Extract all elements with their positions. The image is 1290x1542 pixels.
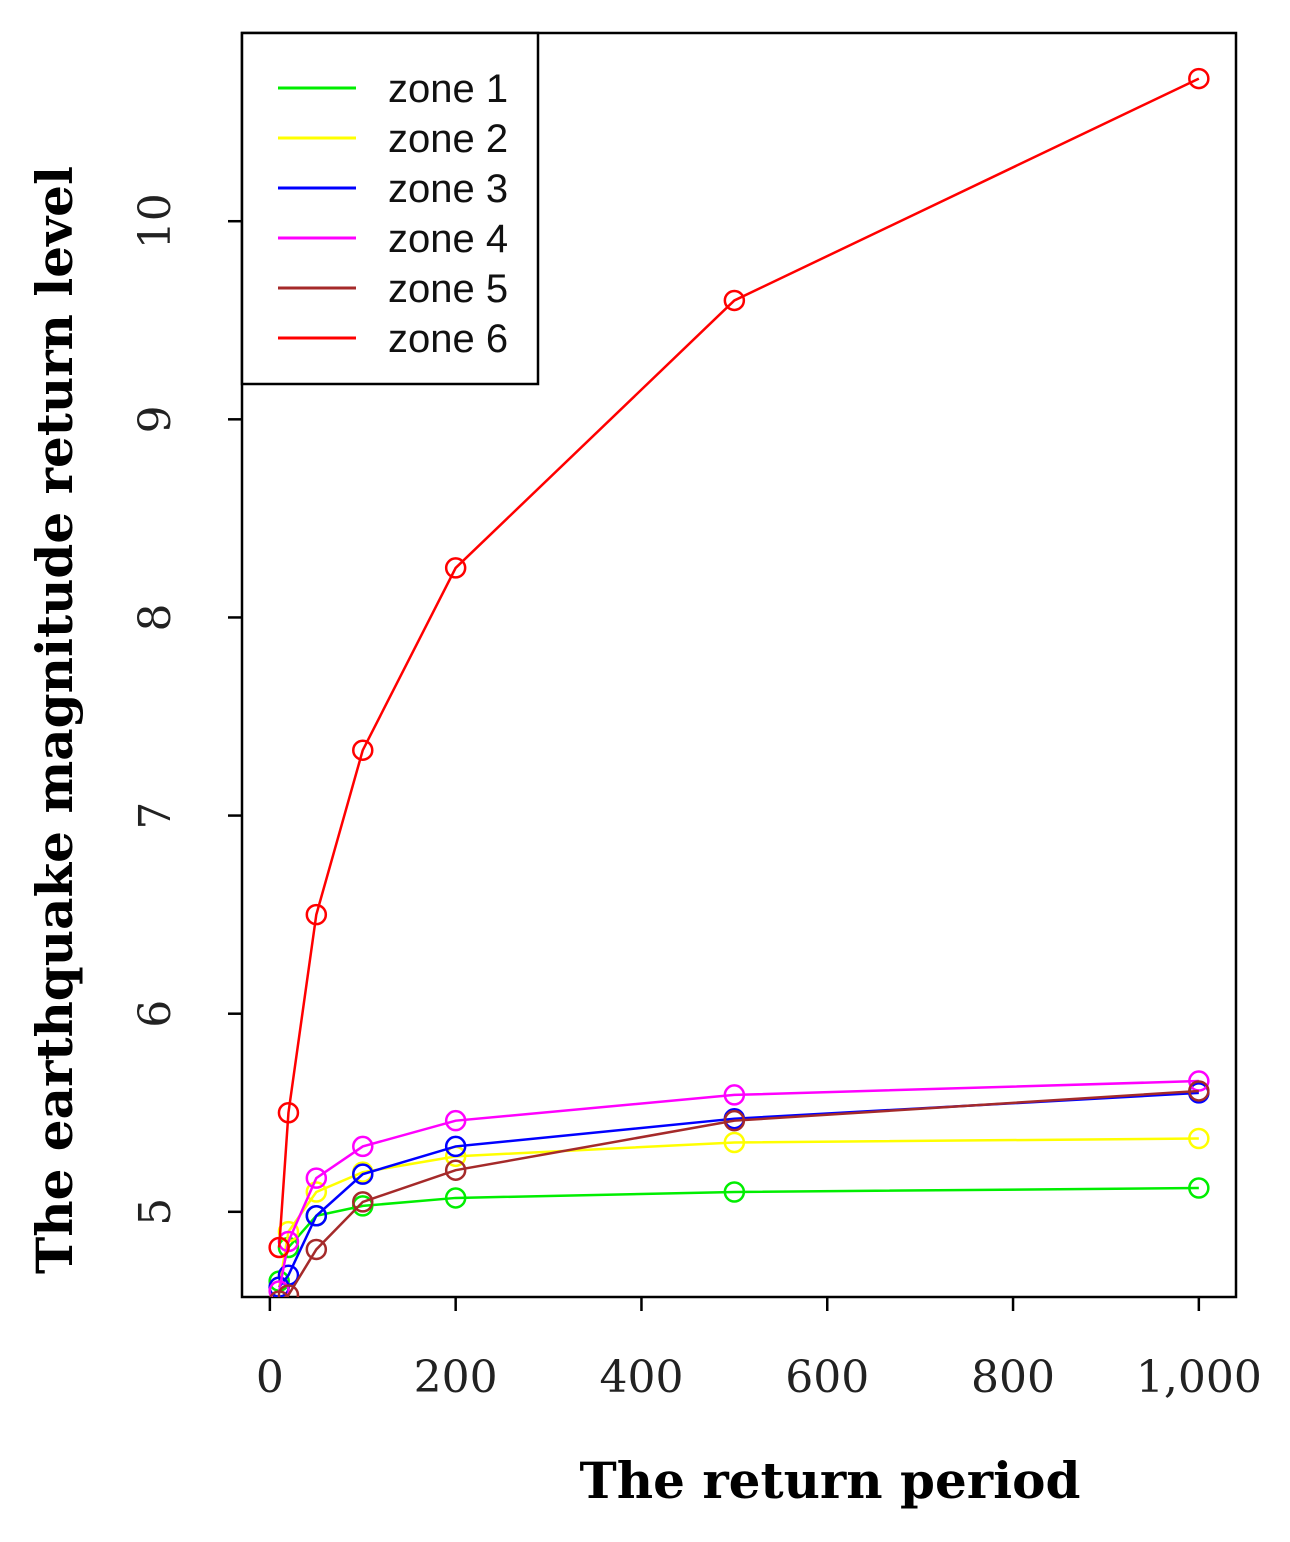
- series-2: [268, 1127, 1210, 1297]
- data-point: [444, 1109, 467, 1132]
- data-point: [444, 1135, 467, 1158]
- data-point: [305, 1167, 328, 1189]
- x-tick-label: 400: [599, 1352, 683, 1403]
- y-axis: 5 6 7 8 9 10: [130, 193, 242, 1226]
- legend-label: zone 2: [388, 117, 508, 161]
- legend-box: [240, 31, 540, 386]
- data-point: [1188, 1080, 1210, 1102]
- data-point: [277, 1284, 300, 1297]
- legend-label: zone 4: [388, 217, 508, 261]
- series-5: [269, 1080, 1210, 1297]
- data-point: [305, 1238, 328, 1261]
- series-line: [277, 77, 1200, 1248]
- x-tick-label: 600: [785, 1352, 869, 1403]
- series-line: [277, 1186, 1199, 1282]
- data-point: [723, 289, 746, 312]
- data-point: [723, 1109, 746, 1132]
- x-tick-label: 1,000: [1136, 1352, 1262, 1403]
- data-point: [444, 1159, 467, 1181]
- y-tick-label: 7: [130, 802, 181, 830]
- series-line: [278, 1091, 1199, 1288]
- y-tick-label: 6: [130, 1000, 181, 1028]
- data-point: [723, 1131, 746, 1154]
- data-point: [268, 1236, 290, 1259]
- x-axis: 0 200 400 600 800 1,000: [256, 1297, 1262, 1403]
- data-point: [444, 1187, 467, 1209]
- data-point: [1188, 1177, 1210, 1199]
- data-point: [305, 1181, 328, 1203]
- x-tick-label: 200: [414, 1352, 498, 1403]
- y-axis-title: The earthquake magnitude return level: [25, 166, 84, 1274]
- plot-frame: [240, 31, 1238, 1299]
- x-tick-label: 800: [971, 1352, 1055, 1403]
- data-point: [723, 1181, 746, 1203]
- series-line: [283, 1089, 1199, 1297]
- data-point: [305, 903, 328, 926]
- y-tick-label: 5: [130, 1198, 181, 1226]
- legend: zone 1 zone 2 zone 3 zone 4 zone 5 zone 6: [240, 31, 540, 386]
- data-point: [277, 1101, 300, 1124]
- data-point: [268, 1280, 290, 1297]
- data-point: [352, 739, 374, 761]
- data-point: [1188, 67, 1210, 90]
- series-line: [277, 1137, 1199, 1288]
- data-point: [352, 1163, 374, 1185]
- x-tick-label: 0: [256, 1352, 284, 1403]
- series-line: [277, 1079, 1199, 1292]
- legend-label: zone 1: [388, 67, 508, 111]
- series-1: [268, 1177, 1210, 1292]
- y-tick-label: 8: [130, 603, 181, 631]
- data-point: [352, 1135, 374, 1158]
- legend-items: zone 1 zone 2 zone 3 zone 4 zone 5 zone 6: [278, 67, 508, 361]
- data-point: [1188, 1070, 1210, 1092]
- y-tick-label: 10: [130, 193, 181, 249]
- series-4: [268, 1070, 1210, 1297]
- data-point: [723, 1084, 746, 1106]
- legend-label: zone 5: [388, 267, 508, 311]
- series-6: [268, 67, 1210, 1259]
- data-point: [305, 1205, 328, 1227]
- y-tick-label: 9: [130, 405, 181, 433]
- legend-label: zone 6: [388, 317, 508, 361]
- x-axis-title: The return period: [580, 1451, 1081, 1510]
- data-point: [352, 1191, 374, 1213]
- data-point: [1188, 1127, 1210, 1150]
- legend-label: zone 3: [388, 167, 508, 211]
- data-point: [444, 557, 467, 579]
- series-layer: [268, 67, 1210, 1297]
